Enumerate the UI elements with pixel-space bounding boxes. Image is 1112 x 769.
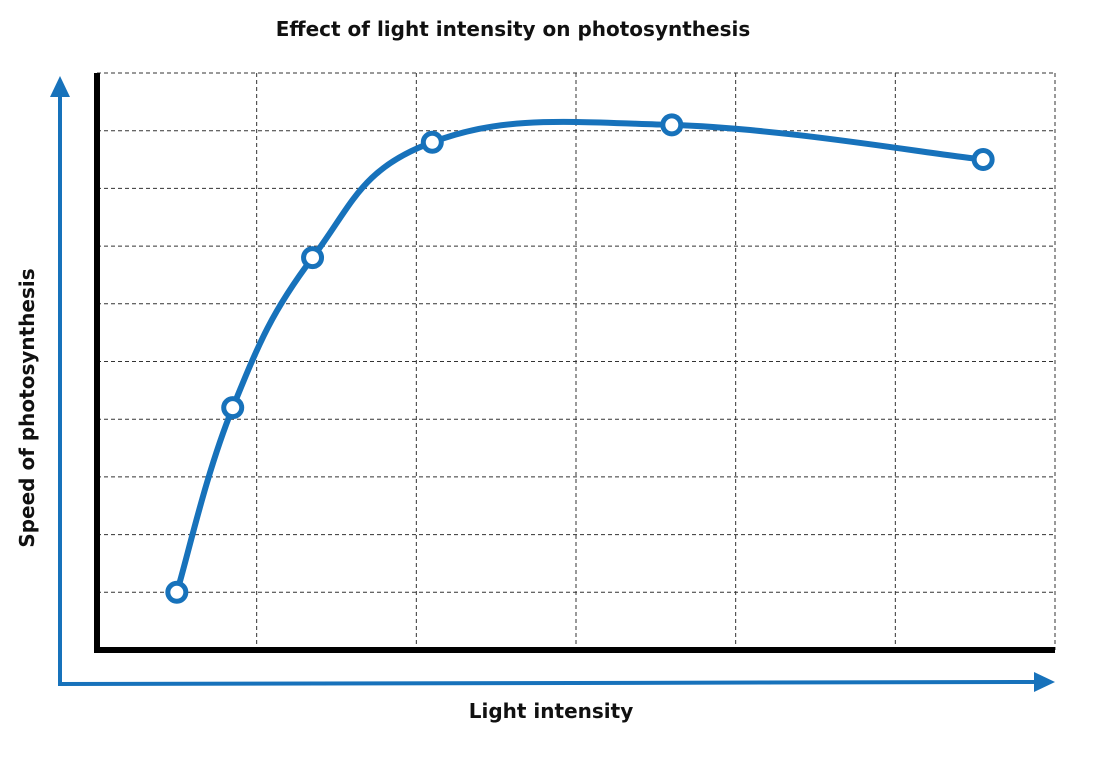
series-line	[173, 118, 987, 596]
series	[173, 118, 987, 596]
data-point-6	[971, 148, 995, 172]
plot-frame	[94, 73, 1055, 653]
x-axis-arrow-head	[1034, 672, 1055, 692]
data-point-5	[660, 113, 684, 137]
data-point-4	[420, 130, 444, 154]
x-axis-label: Light intensity	[469, 699, 634, 723]
data-point-3	[301, 246, 325, 270]
grid	[97, 72, 1056, 650]
axis-arrows	[50, 76, 1055, 692]
y-axis-arrow-head	[50, 76, 70, 97]
x-axis-arrow-line	[57, 680, 1037, 686]
data-point-2	[221, 396, 245, 420]
chart-title: Effect of light intensity on photosynthe…	[276, 17, 751, 41]
data-point-1	[165, 580, 189, 604]
data-points	[165, 113, 995, 604]
y-axis-label: Speed of photosynthesis	[15, 268, 39, 547]
